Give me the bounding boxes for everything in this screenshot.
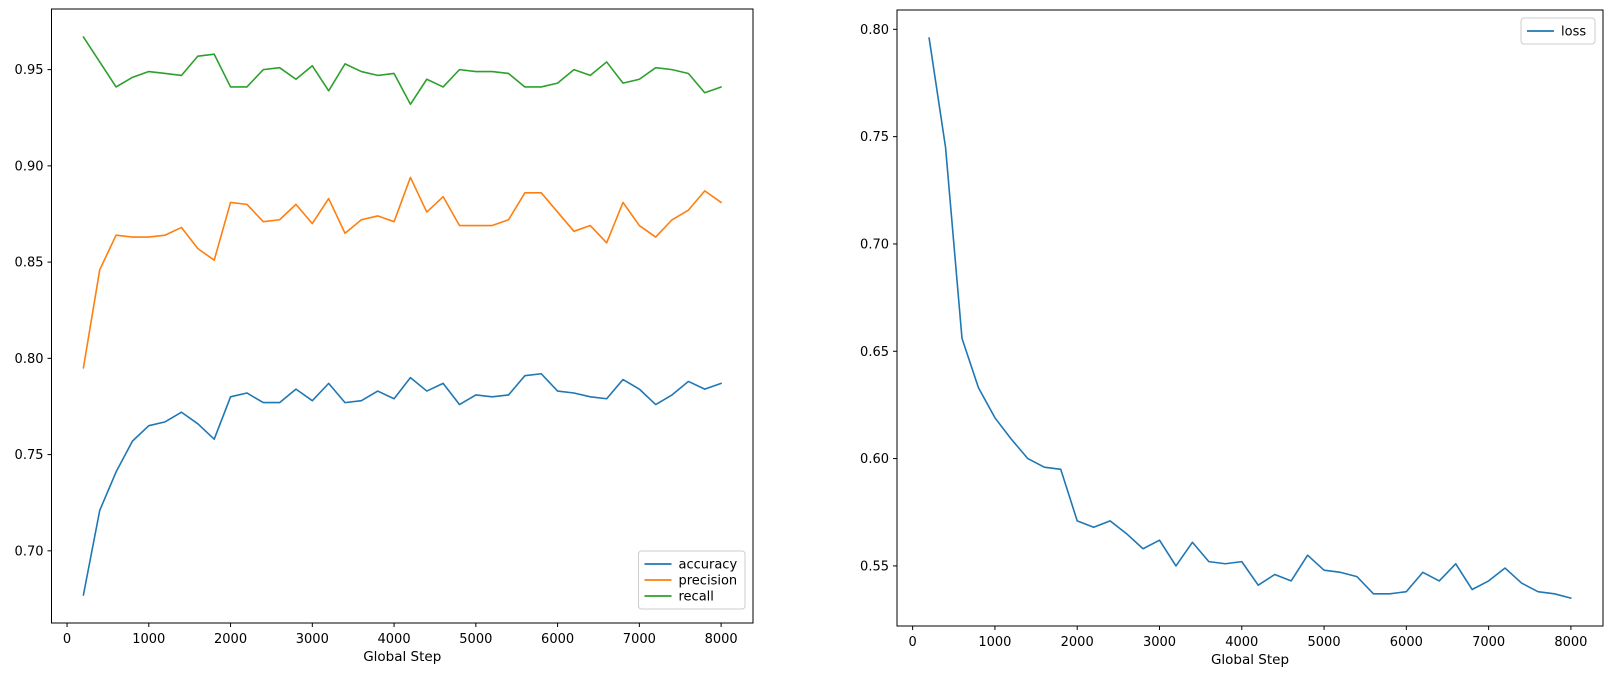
- x-tick-label: 8000: [705, 632, 738, 647]
- x-tick-label: 6000: [1390, 635, 1423, 650]
- x-axis-title: Global Step: [1211, 652, 1289, 668]
- plot-frame: [51, 8, 754, 624]
- legend-label-recall: recall: [679, 590, 714, 605]
- y-tick-label: 0.75: [15, 448, 44, 463]
- legend-box: [638, 550, 746, 610]
- x-tick-label: 7000: [1472, 635, 1505, 650]
- y-tick-label: 0.65: [860, 345, 889, 360]
- y-tick-label: 0.80: [860, 23, 889, 38]
- y-tick-label: 0.80: [15, 352, 44, 367]
- x-tick-label: 4000: [1225, 635, 1258, 650]
- series-line-loss: [928, 37, 1572, 599]
- x-axis-title: Global Step: [363, 649, 441, 665]
- y-tick-label: 0.70: [860, 237, 889, 252]
- x-tick-label: 6000: [541, 632, 574, 647]
- y-tick-label: 0.90: [15, 159, 44, 174]
- y-tick-label: 0.75: [860, 130, 889, 145]
- y-tick-label: 0.95: [15, 63, 44, 78]
- legend-box: [1520, 17, 1596, 45]
- x-tick-label: 5000: [1308, 635, 1341, 650]
- legend-label-accuracy: accuracy: [679, 558, 738, 573]
- x-tick-label: 1000: [132, 632, 165, 647]
- x-tick-label: 8000: [1554, 635, 1587, 650]
- series-line-precision: [82, 176, 722, 369]
- legend-label-loss: loss: [1561, 25, 1586, 40]
- x-tick-label: 2000: [1061, 635, 1094, 650]
- chart-1: 0 1000 2000 3000 4000 5000 6000 7000 8000 0.55 0.6…: [860, 9, 1604, 668]
- chart-0: 0 1000 2000 3000 4000 5000 6000 7000 8000 0.70 0.7…: [15, 8, 754, 665]
- x-tick-label: 3000: [1143, 635, 1176, 650]
- y-tick-label: 0.70: [15, 544, 44, 559]
- legend-label-precision: precision: [679, 574, 738, 589]
- plot-frame: [896, 9, 1604, 627]
- y-tick-label: 0.85: [15, 256, 44, 271]
- y-tick-label: 0.60: [860, 452, 889, 467]
- x-tick-label: 0: [63, 632, 71, 647]
- series-line-accuracy: [82, 372, 722, 596]
- x-tick-label: 4000: [378, 632, 411, 647]
- x-tick-label: 0: [908, 635, 916, 650]
- series-line-recall: [82, 36, 722, 106]
- legend: loss: [1520, 17, 1596, 45]
- x-tick-label: 7000: [623, 632, 656, 647]
- x-tick-label: 5000: [459, 632, 492, 647]
- x-tick-label: 1000: [978, 635, 1011, 650]
- x-tick-label: 2000: [214, 632, 247, 647]
- y-tick-label: 0.55: [860, 559, 889, 574]
- x-tick-label: 3000: [296, 632, 329, 647]
